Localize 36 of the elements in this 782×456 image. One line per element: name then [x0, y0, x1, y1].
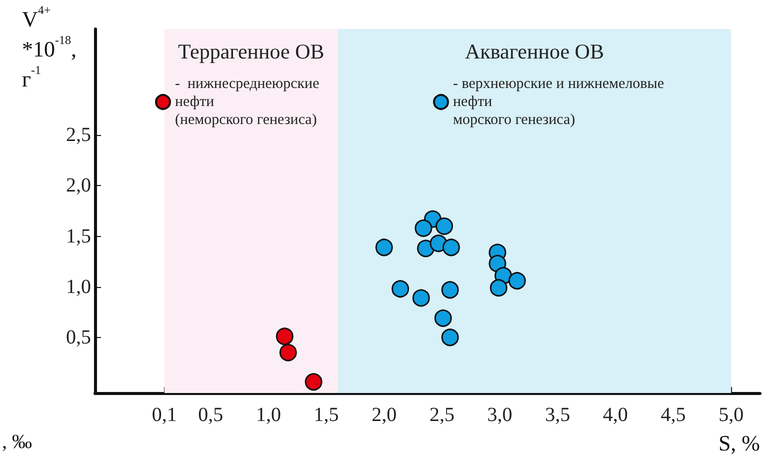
- point: [392, 280, 410, 298]
- x-tick-label: 0,1: [152, 404, 177, 426]
- point: [490, 279, 508, 297]
- x-tick-label: 4,5: [660, 404, 686, 426]
- point: [441, 328, 459, 346]
- x-tick-label: 4,0: [602, 404, 628, 426]
- x-tick-label: 1,0: [256, 404, 281, 426]
- x-tick-label: 2,0: [372, 404, 397, 426]
- point: [442, 238, 460, 256]
- x-tick-label: 3,5: [545, 404, 570, 426]
- legend-label: - верхнеюрские и нижнемеловые нефти морского генезиса): [453, 76, 664, 128]
- band-label: Аквагенное ОВ: [464, 40, 604, 64]
- y-tick-label: 1,5: [66, 225, 91, 248]
- x-tick-label: 0,5: [198, 404, 224, 426]
- legend-label: - нижнесреднеюрские нефти (неморского генезиса): [175, 76, 320, 128]
- point: [441, 281, 459, 299]
- x-tick-label: 5,0: [718, 404, 744, 426]
- x-axis-title: S, %: [718, 430, 760, 456]
- text: , ‰: [2, 431, 32, 453]
- point: [436, 217, 454, 235]
- point: [508, 272, 526, 290]
- point: [276, 328, 294, 346]
- x-tick-label: 1,5: [314, 404, 339, 426]
- x-tick-label: 2,5: [429, 404, 454, 426]
- point: [304, 373, 322, 391]
- point: [412, 289, 430, 307]
- point: [414, 219, 432, 237]
- point: [279, 344, 297, 362]
- y-tick-label: 2,0: [66, 174, 91, 197]
- y-tick-label: 0,5: [66, 326, 91, 348]
- x-tick-label: 3,0: [487, 404, 512, 426]
- point: [375, 238, 393, 256]
- band-label: Террагенное ОВ: [178, 40, 324, 64]
- point: [434, 309, 452, 327]
- y-tick-label: 1,0: [66, 276, 91, 298]
- y-tick-label: 2,5: [66, 124, 91, 146]
